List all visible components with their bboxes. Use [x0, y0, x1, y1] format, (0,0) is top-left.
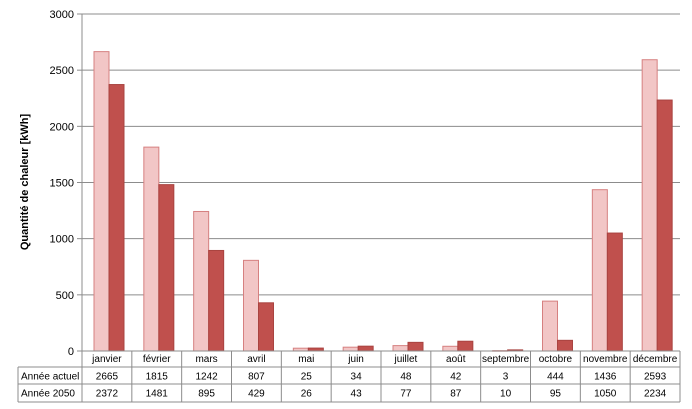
- y-tick-label: 0: [68, 346, 74, 358]
- bar-annee-2050: [208, 249, 225, 352]
- x-tick-label: mars: [195, 354, 217, 365]
- data-label: 26: [301, 389, 313, 400]
- bar-annee-actuel: [193, 210, 210, 352]
- bar-annee-actuel: [93, 51, 110, 352]
- bar-annee-actuel: [542, 300, 558, 352]
- bar-annee-actuel: [641, 59, 658, 352]
- data-label: 87: [450, 389, 462, 400]
- bar-annee-2050: [158, 184, 175, 352]
- x-tick-label: août: [446, 354, 466, 365]
- data-label: 48: [400, 372, 412, 383]
- bars: [93, 51, 673, 352]
- y-tick-label: 2500: [50, 65, 74, 77]
- gridlines: [82, 13, 680, 296]
- bar-annee-actuel: [591, 189, 608, 352]
- data-label: 2665: [96, 372, 119, 383]
- x-tick-label: décembre: [633, 354, 678, 365]
- x-tick-label: avril: [247, 354, 265, 365]
- bar-annee-2050: [656, 99, 673, 352]
- data-label: 895: [198, 389, 215, 400]
- x-tick-label: mai: [298, 354, 314, 365]
- x-tick-label: octobre: [539, 354, 573, 365]
- y-tick-label: 1000: [50, 234, 74, 246]
- data-label: 10: [500, 389, 512, 400]
- data-label: 77: [400, 389, 412, 400]
- data-label: 1242: [195, 372, 218, 383]
- bar-annee-2050: [457, 340, 474, 352]
- x-tick-label: juin: [347, 354, 364, 365]
- y-axis-title: Quantité de chaleur [kWh]: [19, 114, 31, 251]
- bar-annee-actuel: [243, 259, 259, 352]
- data-label: 25: [301, 372, 313, 383]
- data-label: 429: [248, 389, 265, 400]
- data-table: janvier février mars avril mai juin juillet aoû…: [17, 350, 681, 403]
- bar-annee-2050: [258, 302, 274, 352]
- x-tick-label: janvier: [91, 354, 122, 365]
- bar-annee-2050: [108, 84, 125, 352]
- data-label: 1436: [594, 372, 617, 383]
- data-label: 2234: [644, 389, 667, 400]
- x-tick-label: novembre: [583, 354, 628, 365]
- bar-annee-2050: [407, 341, 424, 352]
- data-label: 43: [351, 389, 363, 400]
- x-tick-label: juillet: [394, 354, 418, 365]
- bar-annee-actuel: [392, 345, 409, 352]
- x-tick-label: février: [143, 354, 171, 365]
- data-label: 2372: [96, 389, 119, 400]
- legend-label: Année 2050: [21, 389, 75, 400]
- data-label: 444: [547, 372, 564, 383]
- data-label: 1050: [594, 389, 617, 400]
- bar-annee-2050: [606, 232, 623, 352]
- bar-annee-actuel: [143, 146, 160, 352]
- y-tick-label: 3000: [50, 9, 74, 21]
- data-label: 2593: [644, 372, 667, 383]
- y-tick-label: 500: [56, 290, 74, 302]
- x-tick-label: septembre: [482, 354, 530, 365]
- data-label: 1481: [146, 389, 169, 400]
- bar-annee-2050: [557, 339, 573, 352]
- bar-annee-actuel: [342, 346, 359, 352]
- data-label: 3: [503, 372, 509, 383]
- y-tick-label: 1500: [50, 178, 74, 190]
- data-label: 42: [450, 372, 462, 383]
- bar-annee-actuel: [442, 345, 459, 352]
- data-label: 34: [351, 372, 363, 383]
- legend-label: Année actuel: [21, 372, 79, 383]
- data-label: 807: [248, 372, 265, 383]
- axes: 0 500 1000 1500 2000 2500 3000: [50, 9, 83, 402]
- y-tick-label: 2000: [50, 121, 74, 133]
- bar-annee-2050: [357, 345, 374, 352]
- data-label: 95: [550, 389, 562, 400]
- data-label: 1815: [146, 372, 169, 383]
